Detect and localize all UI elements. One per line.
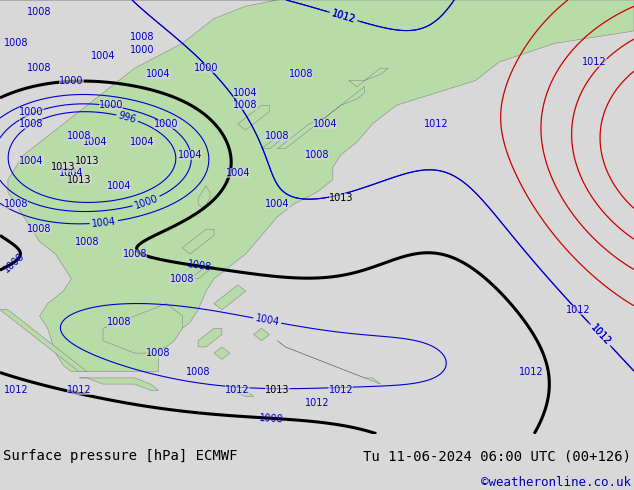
Text: 1013: 1013 [328,193,353,203]
Text: 1008: 1008 [186,367,210,377]
Polygon shape [103,304,183,353]
Polygon shape [214,285,246,310]
Polygon shape [254,328,269,341]
Text: 1008: 1008 [186,259,212,273]
Text: Tu 11-06-2024 06:00 UTC (00+126): Tu 11-06-2024 06:00 UTC (00+126) [363,449,631,464]
Text: 1004: 1004 [107,181,131,191]
Text: 1012: 1012 [4,385,28,395]
Text: 1008: 1008 [1,250,26,274]
Text: 1004: 1004 [254,314,280,328]
Text: 1012: 1012 [519,367,543,377]
Text: 1008: 1008 [67,131,91,141]
Text: 1004: 1004 [226,169,250,178]
Text: 1013: 1013 [67,174,91,185]
Polygon shape [0,310,87,372]
Text: 1004: 1004 [91,51,115,61]
Text: 1004: 1004 [20,156,44,166]
Polygon shape [198,186,210,208]
Text: 1012: 1012 [588,322,612,347]
Text: 1012: 1012 [582,57,607,67]
Text: 1012: 1012 [67,385,91,395]
Text: 1008: 1008 [27,63,52,73]
Text: 1000: 1000 [20,106,44,117]
Polygon shape [190,267,214,279]
Text: 1008: 1008 [170,274,195,284]
Polygon shape [230,390,254,396]
Text: 1008: 1008 [4,38,28,49]
Text: 1008: 1008 [107,317,131,327]
Text: 1008: 1008 [75,237,100,246]
Polygon shape [79,378,158,390]
Text: 1008: 1008 [305,150,329,160]
Text: 1004: 1004 [83,138,107,147]
Text: 1000: 1000 [154,119,179,129]
Text: 1000: 1000 [99,100,123,110]
Text: 1008: 1008 [4,199,28,209]
Text: 1012: 1012 [330,8,357,25]
Text: 996: 996 [117,110,138,125]
Polygon shape [262,136,285,148]
Text: 1008: 1008 [27,224,52,234]
Text: 1012: 1012 [330,8,357,25]
Polygon shape [0,0,634,372]
Text: 1012: 1012 [588,322,612,347]
Text: 1008: 1008 [146,348,171,358]
Text: 1000: 1000 [133,193,160,211]
Polygon shape [214,347,230,359]
Text: 1012: 1012 [424,119,448,129]
Text: 1004: 1004 [131,138,155,147]
Polygon shape [278,87,365,148]
Text: 1004: 1004 [59,169,84,178]
Text: 1012: 1012 [305,398,329,408]
Text: 1004: 1004 [178,150,202,160]
Polygon shape [198,328,222,347]
Text: 1000: 1000 [131,45,155,54]
Text: 1008: 1008 [27,7,52,17]
Text: 1004: 1004 [91,216,117,229]
Polygon shape [278,341,380,384]
Text: 1013: 1013 [51,162,75,172]
Text: 1008: 1008 [233,100,258,110]
Text: 1004: 1004 [313,119,337,129]
Text: 1008: 1008 [122,249,147,259]
Polygon shape [238,105,269,130]
Text: 1008: 1008 [289,70,313,79]
Text: 1013: 1013 [75,156,100,166]
Text: 1012: 1012 [226,385,250,395]
Text: Surface pressure [hPa] ECMWF: Surface pressure [hPa] ECMWF [3,449,238,464]
Text: 1008: 1008 [131,32,155,42]
Polygon shape [183,229,214,254]
Text: 1000: 1000 [194,63,218,73]
Text: 1008: 1008 [20,119,44,129]
Text: 1004: 1004 [265,199,290,209]
Text: 1004: 1004 [233,88,258,98]
Polygon shape [349,68,388,87]
Text: 1008: 1008 [259,413,284,424]
Text: 1000: 1000 [59,75,84,86]
Text: 1013: 1013 [265,385,290,395]
Text: 1012: 1012 [566,305,591,315]
Text: 1008: 1008 [265,131,290,141]
Text: ©weatheronline.co.uk: ©weatheronline.co.uk [481,476,631,489]
Text: 1004: 1004 [146,70,171,79]
Text: 1012: 1012 [328,385,353,395]
